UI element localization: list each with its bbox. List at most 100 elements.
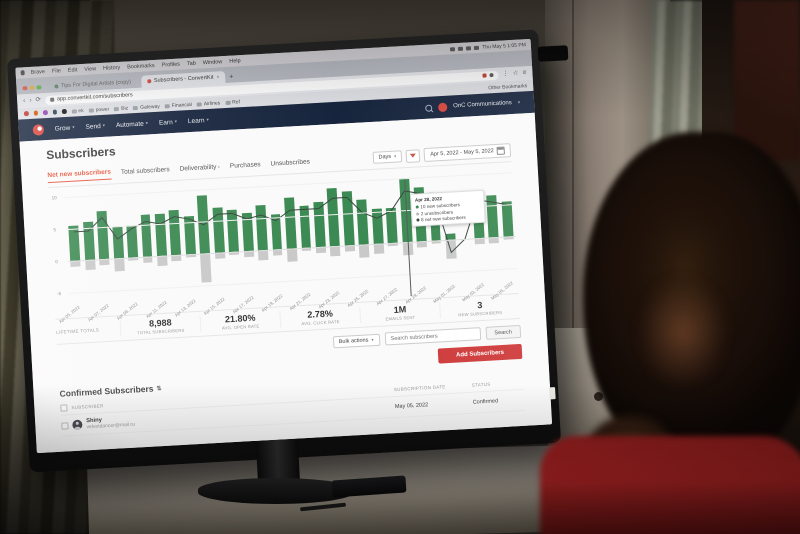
bookmark-item[interactable]: power bbox=[88, 106, 109, 113]
folder-icon bbox=[114, 106, 120, 111]
legend-dot-icon bbox=[415, 211, 419, 216]
bookmark-favicon[interactable] bbox=[61, 109, 67, 114]
tab-total-subscribers[interactable]: Total subscribers bbox=[120, 166, 170, 176]
battery-icon[interactable] bbox=[458, 46, 464, 51]
chart-tooltip: Apr 28, 2022 10 new subscribers 2 unsubsc… bbox=[409, 189, 486, 227]
bookmark-item[interactable]: ek bbox=[71, 107, 84, 114]
interval-select[interactable]: Days ▾ bbox=[372, 150, 403, 164]
subscribers-chart: Apr 28, 2022 10 new subscribers 2 unsubsc… bbox=[52, 172, 519, 324]
nav-item-automate[interactable]: Automate ▾ bbox=[115, 120, 149, 129]
column-subscription-date[interactable]: SUBSCRIPTION DATE bbox=[393, 384, 446, 393]
tab-label: Tips For Digital Artists (copy) bbox=[60, 79, 132, 90]
menubar-item[interactable]: File bbox=[51, 67, 62, 75]
bookmark-star-icon[interactable]: ☆ bbox=[512, 69, 519, 77]
tab-net-new-subscribers[interactable]: Net new subscribers bbox=[47, 168, 112, 184]
maroon-curtain bbox=[734, 0, 800, 160]
folder-icon bbox=[88, 107, 94, 113]
display-icon[interactable] bbox=[450, 46, 456, 51]
shield-badge-icon[interactable] bbox=[482, 73, 487, 78]
chevron-down-icon: ▾ bbox=[174, 118, 178, 124]
bookmark-item[interactable]: Airlines bbox=[196, 100, 220, 107]
status-badge: Confirmed bbox=[472, 398, 499, 406]
legend-dot-icon bbox=[416, 218, 420, 222]
window-controls bbox=[22, 84, 42, 91]
control-center-icon[interactable] bbox=[474, 45, 480, 50]
select-all-checkbox[interactable] bbox=[60, 404, 68, 412]
bookmark-favicon[interactable] bbox=[23, 111, 29, 117]
subscription-date: May 05, 2022 bbox=[394, 402, 429, 411]
y-axis-label: 0 bbox=[55, 259, 58, 265]
extensions-icon[interactable]: ⋮ bbox=[502, 69, 510, 78]
reload-icon[interactable]: ⟳ bbox=[35, 96, 42, 104]
bookmark-label: Ref bbox=[231, 98, 241, 106]
close-window-button[interactable] bbox=[22, 85, 28, 91]
wifi-icon[interactable] bbox=[466, 45, 472, 51]
bookmark-item[interactable]: Ref bbox=[225, 99, 240, 106]
filter-button[interactable] bbox=[405, 148, 421, 163]
menubar-item[interactable]: Bookmarks bbox=[127, 62, 155, 70]
bookmark-label: Biz bbox=[121, 104, 129, 112]
menubar-item[interactable]: Help bbox=[229, 57, 241, 65]
menubar-item[interactable]: Profiles bbox=[161, 61, 181, 69]
menubar-item[interactable]: Edit bbox=[67, 66, 78, 74]
nav-item-send[interactable]: Send ▾ bbox=[85, 122, 106, 131]
bookmark-favicon[interactable] bbox=[52, 109, 58, 115]
nav-item-learn[interactable]: Learn ▾ bbox=[187, 116, 209, 125]
nav-item-earn[interactable]: Earn ▾ bbox=[158, 118, 178, 127]
forward-icon[interactable]: › bbox=[29, 96, 32, 104]
lock-icon bbox=[49, 97, 55, 102]
y-axis-label: 10 bbox=[51, 195, 57, 201]
menubar-item[interactable]: View bbox=[84, 65, 97, 73]
tab-purchases[interactable]: Purchases bbox=[229, 161, 261, 170]
folder-icon bbox=[133, 105, 139, 110]
column-subscriber[interactable]: SUBSCRIBER bbox=[71, 403, 104, 411]
menubar-item[interactable]: History bbox=[102, 64, 121, 72]
minimize-window-button[interactable] bbox=[29, 85, 35, 90]
back-icon[interactable]: ‹ bbox=[23, 96, 26, 105]
new-tab-button[interactable]: + bbox=[229, 73, 234, 81]
tab-deliverability[interactable]: Deliverability ▾ bbox=[179, 163, 221, 173]
date-range-picker[interactable]: Apr 5, 2022 - May 5, 2022 bbox=[423, 143, 512, 163]
search-button[interactable]: Search bbox=[485, 324, 522, 340]
menubar-clock[interactable]: Thu May 5 1:05 PM bbox=[482, 41, 527, 51]
column-status[interactable]: STATUS bbox=[471, 381, 491, 388]
maximize-window-button[interactable] bbox=[36, 84, 42, 90]
bookmark-item[interactable]: Financial bbox=[164, 101, 192, 109]
folder-icon bbox=[71, 108, 77, 114]
menubar-item[interactable]: Brave bbox=[30, 68, 46, 76]
search-icon[interactable] bbox=[425, 104, 433, 112]
bulk-actions-select[interactable]: Bulk actions ▾ bbox=[332, 333, 380, 348]
bookmark-favicon[interactable] bbox=[33, 110, 39, 116]
nav-menu: Grow ▾ Send ▾ Automate ▾ Earn ▾ Learn ▾ bbox=[55, 116, 209, 132]
sort-icon[interactable]: ⇅ bbox=[156, 385, 162, 392]
subscriber-avatar bbox=[72, 419, 83, 431]
menu-icon[interactable]: ≡ bbox=[522, 68, 527, 77]
menubar-item[interactable]: Window bbox=[202, 58, 223, 66]
chevron-down-icon: ▾ bbox=[517, 99, 521, 105]
account-avatar[interactable] bbox=[438, 102, 448, 112]
convertkit-logo[interactable] bbox=[32, 123, 45, 136]
stat-emails-sent: 1M EMAILS SENT bbox=[359, 302, 441, 323]
add-subscribers-button[interactable]: Add Subscribers bbox=[437, 343, 523, 364]
bookmark-label: Gateway bbox=[139, 103, 160, 111]
filter-icon bbox=[410, 153, 417, 158]
row-checkbox[interactable] bbox=[61, 421, 69, 430]
menubar-item[interactable]: Tab bbox=[186, 60, 196, 67]
bookmark-item[interactable]: Gateway bbox=[133, 103, 160, 110]
other-bookmarks[interactable]: Other Bookmarks bbox=[488, 82, 528, 91]
folder-icon bbox=[225, 100, 231, 105]
nav-item-grow[interactable]: Grow ▾ bbox=[54, 124, 75, 133]
apple-menu-icon[interactable] bbox=[20, 70, 25, 76]
profile-icon[interactable] bbox=[489, 73, 494, 78]
monitor: Brave File Edit View History Bookmarks Profile… bbox=[6, 29, 562, 473]
chevron-down-icon: ▾ bbox=[145, 120, 149, 126]
url-text: app.convertkit.com/subscribers bbox=[56, 92, 133, 103]
account-name[interactable]: OnC Communications bbox=[453, 100, 512, 110]
tab-unsubscribes[interactable]: Unsubscribes bbox=[270, 158, 311, 168]
bookmark-favicon[interactable] bbox=[42, 110, 48, 115]
search-subscribers-input[interactable] bbox=[384, 327, 481, 346]
tab-label: Subscribers - ConvertKit bbox=[153, 74, 214, 84]
bookmark-item[interactable]: Biz bbox=[114, 105, 128, 112]
bookmark-label: ek bbox=[78, 107, 84, 114]
close-tab-icon[interactable]: × bbox=[216, 74, 220, 81]
